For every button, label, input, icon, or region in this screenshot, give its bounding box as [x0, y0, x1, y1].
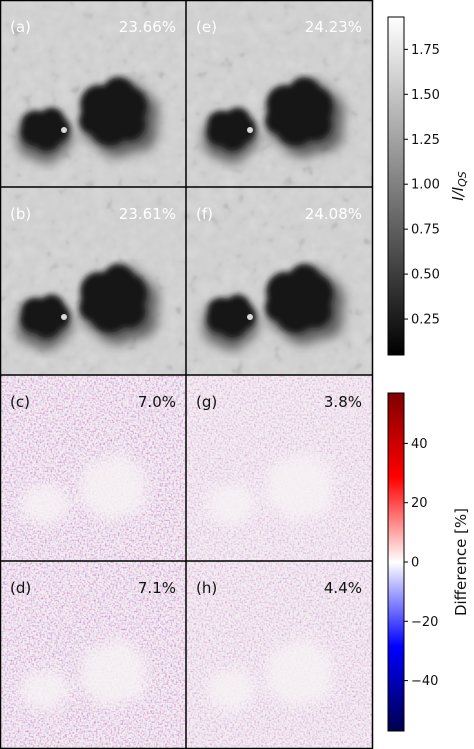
panel-image-e [186, 0, 372, 187]
panel-value-f: 24.08% [305, 205, 362, 223]
panel-label-e: (e) [196, 18, 217, 36]
colorbar-tick-label: 1.25 [411, 133, 440, 148]
panel-value-d: 7.1% [138, 579, 176, 597]
colorbar-tick-label: 40 [411, 437, 428, 452]
panel-label-c: (c) [10, 393, 30, 411]
panel-h: (h) 4.4% [186, 561, 372, 749]
colorbar-tick-label: 1.75 [411, 43, 440, 58]
panel-image-h [186, 561, 372, 749]
panel-a: (a) 23.66% [0, 0, 186, 187]
colorbar-tick-label: 20 [411, 496, 428, 511]
panel-value-g: 3.8% [324, 393, 362, 411]
panel-value-h: 4.4% [324, 579, 362, 597]
intensity-colorbar: 0.25 0.50 0.75 1.00 1.25 1.50 1.75 I/IQS [387, 16, 469, 356]
colorbar-gradient [387, 392, 405, 732]
panel-f: (f) 24.08% [186, 187, 372, 375]
panel-label-d: (d) [10, 579, 31, 597]
colorbar-tick-label: 0 [411, 556, 419, 571]
colorbar-tick-label: 1.00 [411, 178, 440, 193]
intensity-colorbar-label: I/IQS [449, 171, 469, 201]
panel-label-g: (g) [196, 393, 217, 411]
panel-b: (b) 23.61% [0, 187, 186, 375]
panel-d: (d) 7.1% [0, 561, 186, 749]
difference-colorbar: −40 −20 0 20 40 Difference [%] [387, 392, 470, 732]
colorbar-tick-label: 0.75 [411, 223, 440, 238]
panel-label-b: (b) [10, 205, 31, 223]
colorbar-gradient [387, 16, 405, 356]
colorbar-tick-label: 1.50 [411, 88, 440, 103]
panel-label-f: (f) [196, 205, 213, 223]
difference-colorbar-label: Difference [%] [452, 508, 470, 616]
panel-g: (g) 3.8% [186, 375, 372, 561]
panel-image-d [0, 561, 186, 749]
panel-value-a: 23.66% [119, 18, 176, 36]
panel-value-c: 7.0% [138, 393, 176, 411]
panel-label-h: (h) [196, 579, 217, 597]
panel-value-b: 23.61% [119, 205, 176, 223]
panel-c: (c) 7.0% [0, 375, 186, 561]
colorbar-tick-label: −20 [411, 615, 438, 630]
panel-image-c [0, 375, 186, 561]
colorbar-tick-label: 0.50 [411, 268, 440, 283]
panel-label-a: (a) [10, 18, 31, 36]
panel-image-a [0, 0, 186, 187]
colorbar-tick-label: −40 [411, 674, 438, 689]
panel-value-e: 24.23% [305, 18, 362, 36]
panel-e: (e) 24.23% [186, 0, 372, 187]
panel-image-g [186, 375, 372, 561]
panel-image-f [186, 187, 372, 375]
colorbar-tick-label: 0.25 [411, 313, 440, 328]
panel-image-b [0, 187, 186, 375]
